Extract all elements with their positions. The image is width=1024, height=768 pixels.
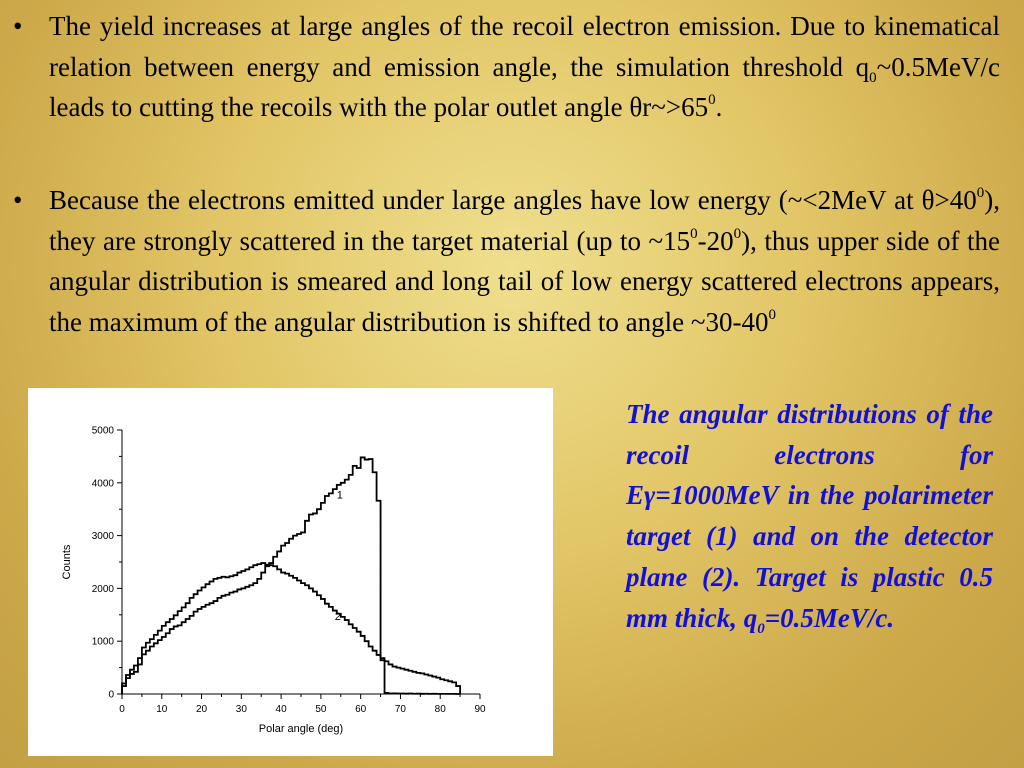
x-tick-label: 20	[196, 704, 208, 715]
x-tick-label: 70	[395, 704, 407, 715]
x-tick-label: 80	[435, 704, 447, 715]
series-2-label: 2	[335, 611, 341, 623]
y-tick-label: 2000	[92, 584, 115, 595]
superscript: 0	[733, 225, 742, 242]
y-axis-label: Counts	[61, 544, 73, 579]
bullet-text: Because the electrons emitted under larg…	[49, 185, 977, 215]
bullet-item-1: • The yield increases at large angles of …	[13, 6, 1000, 128]
series-1-label: 1	[337, 490, 343, 502]
superscript: 0	[690, 225, 698, 242]
figure-caption: The angular distributions of the recoil …	[626, 394, 993, 638]
caption-text: =0.5MeV/c.	[764, 602, 895, 633]
y-tick-label: 3000	[92, 531, 115, 542]
superscript: 0	[768, 306, 776, 323]
x-tick-label: 40	[276, 704, 288, 715]
bullet-marker: •	[13, 185, 23, 215]
bullet-item-2: • Because the electrons emitted under lar…	[13, 180, 1000, 342]
x-tick-label: 10	[156, 704, 168, 715]
bullet-marker: •	[13, 11, 23, 41]
x-tick-label: 30	[236, 704, 248, 715]
x-axis-label: Polar angle (deg)	[259, 723, 343, 735]
y-tick-label: 5000	[92, 426, 115, 437]
x-tick-label: 0	[119, 704, 125, 715]
x-tick-label: 50	[315, 704, 327, 715]
y-tick-label: 0	[108, 690, 114, 701]
x-tick-label: 90	[474, 704, 486, 715]
bullet-text: .	[715, 92, 723, 122]
bullet-text: -20	[697, 225, 734, 256]
subscript: 0	[757, 620, 765, 637]
y-tick-label: 1000	[92, 637, 115, 648]
x-tick-label: 60	[355, 704, 367, 715]
bullet-text: ), they are strongly scattered in the ta…	[49, 185, 1000, 256]
caption-text: The angular distributions of the recoil …	[626, 399, 993, 633]
series-1-line	[121, 456, 461, 695]
y-tick-label: 4000	[92, 478, 115, 489]
bullet-text: ), thus upper side of the angular distri…	[49, 225, 1000, 337]
superscript: 0	[976, 185, 985, 201]
bullet-text: The yield increases at large angles of t…	[49, 11, 1000, 82]
bullet-text: ~0.5MeV/c leads to cutting the recoils w…	[49, 51, 1000, 123]
subscript: 0	[869, 69, 877, 86]
superscript: 0	[708, 92, 716, 108]
angular-distribution-chart: 0 10 20 30 40 50 60 70 80 90 0 1000 2000 3000 4000 5000…	[61, 426, 486, 736]
series-2-line	[121, 562, 462, 694]
chart-figure: 0 10 20 30 40 50 60 70 80 90 0 1000 2000 3000 4000 5000…	[28, 388, 553, 756]
